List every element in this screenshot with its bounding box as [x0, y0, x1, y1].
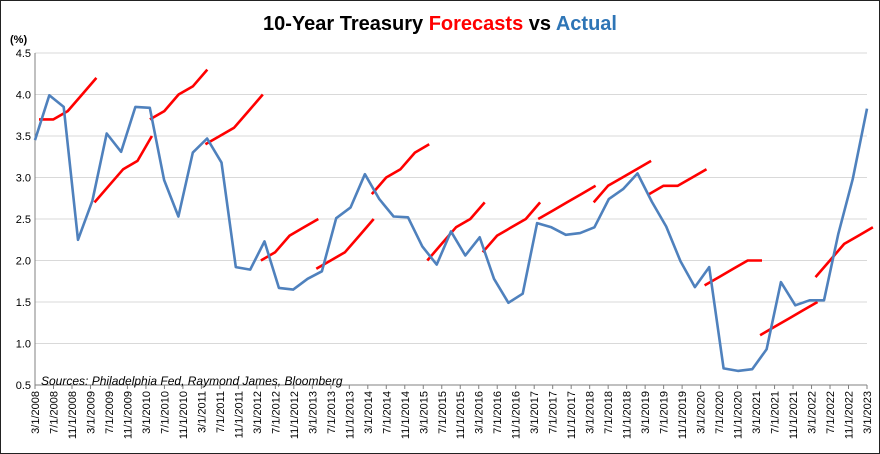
- forecast-segment: [370, 143, 430, 195]
- x-tick-label: 7/1/2020: [714, 391, 726, 434]
- y-axis: 0.5 1.0 1.5 2.0 2.5 3.0 3.5 4.0 4.5: [16, 48, 36, 392]
- forecast-segment: [814, 226, 874, 278]
- x-tick-label: 3/1/2012: [252, 391, 264, 434]
- y-tick-label: 3.0: [16, 173, 31, 185]
- x-tick-label: 7/1/2013: [326, 391, 338, 434]
- forecast-segment: [592, 159, 652, 204]
- x-tick-label: 3/1/2017: [529, 391, 541, 434]
- y-tick-label: 2.0: [16, 256, 31, 268]
- forecast-segment: [39, 77, 98, 121]
- title-prefix: 10-Year Treasury: [263, 13, 429, 35]
- x-tick-label: 3/1/2014: [363, 391, 375, 434]
- x-tick-label: 3/1/2022: [807, 391, 819, 434]
- x-tick-label: 11/1/2011: [233, 391, 245, 438]
- y-tick-label: 4.0: [16, 90, 31, 102]
- title-middle: vs: [523, 13, 556, 35]
- x-tick-label: 7/1/2021: [770, 391, 782, 434]
- x-tick-label: 11/1/2018: [622, 391, 634, 439]
- x-tick-label: 7/1/2019: [659, 391, 671, 434]
- y-tick-label: 0.5: [16, 380, 31, 392]
- x-tick-label: 7/1/2011: [215, 391, 227, 433]
- forecast-segment: [260, 217, 319, 262]
- x-tick-label: 7/1/2022: [825, 391, 837, 434]
- gridlines: [35, 52, 867, 386]
- x-tick-label: 3/1/2015: [418, 391, 430, 434]
- x-tick-label: 7/1/2014: [381, 391, 393, 434]
- forecast-segment: [315, 218, 375, 270]
- x-tick-label: 11/1/2017: [566, 391, 578, 439]
- forecast-segment: [481, 201, 542, 254]
- x-tick-label: 11/1/2009: [122, 391, 134, 439]
- x-tick-label: 7/1/2009: [104, 391, 116, 434]
- x-tick-label: 3/1/2023: [862, 391, 874, 434]
- x-tick-label: 7/1/2008: [48, 391, 60, 434]
- x-tick-label: 7/1/2016: [492, 391, 504, 434]
- chart-title: 10-Year Treasury Forecasts vs Actual: [263, 13, 617, 35]
- x-tick-label: 7/1/2017: [548, 391, 560, 434]
- y-tick-label: 1.0: [16, 339, 31, 351]
- x-tick-label: 3/1/2013: [307, 391, 319, 434]
- actual-series: [33, 94, 869, 373]
- y-tick-label: 4.5: [16, 48, 31, 60]
- x-tick-label: 3/1/2021: [751, 391, 763, 434]
- x-tick-label: 3/1/2008: [30, 391, 42, 434]
- y-tick-label: 1.5: [16, 297, 31, 309]
- forecast-segment: [648, 168, 708, 196]
- source-note: Sources: Philadelphia Fed, Raymond James…: [41, 374, 343, 388]
- title-actual: Actual: [556, 13, 617, 35]
- y-tick-label: 2.5: [16, 214, 31, 226]
- forecast-segment: [93, 135, 154, 204]
- x-tick-label: 11/1/2010: [178, 391, 190, 439]
- x-tick-label: 3/1/2010: [141, 391, 153, 434]
- forecast-series: [39, 68, 874, 337]
- actual-line: [33, 94, 869, 373]
- x-tick-label: 3/1/2018: [585, 391, 597, 434]
- x-tick-label: 11/1/2022: [844, 391, 856, 439]
- x-axis: 3/1/2008 7/1/2008 11/1/2008 3/1/2009 7/1/200…: [30, 384, 874, 439]
- x-tick-label: 11/1/2019: [677, 391, 689, 439]
- title-forecasts: Forecasts: [429, 13, 524, 35]
- x-tick-label: 11/1/2016: [511, 391, 523, 439]
- x-tick-label: 7/1/2018: [603, 391, 615, 434]
- x-tick-label: 3/1/2009: [85, 391, 97, 434]
- x-tick-label: 11/1/2021: [788, 391, 800, 439]
- x-tick-label: 11/1/2013: [344, 391, 356, 439]
- forecast-segment: [426, 201, 486, 262]
- y-tick-label: 3.5: [16, 131, 31, 143]
- y-axis-unit-label: (%): [10, 34, 27, 46]
- x-tick-label: 7/1/2012: [270, 391, 282, 434]
- x-tick-label: 7/1/2010: [159, 391, 171, 434]
- x-tick-label: 3/1/2011: [196, 391, 208, 433]
- x-tick-label: 11/1/2008: [67, 391, 79, 439]
- x-tick-label: 11/1/2015: [455, 391, 467, 439]
- x-tick-label: 11/1/2012: [289, 391, 301, 439]
- forecast-segment: [149, 68, 209, 121]
- x-tick-label: 11/1/2014: [400, 391, 412, 439]
- x-tick-label: 3/1/2020: [696, 391, 708, 434]
- x-tick-label: 3/1/2016: [474, 391, 486, 434]
- x-tick-label: 7/1/2015: [437, 391, 449, 434]
- x-tick-label: 11/1/2020: [733, 391, 745, 439]
- forecast-segment: [703, 259, 762, 287]
- x-tick-label: 3/1/2019: [640, 391, 652, 434]
- forecast-segment: [759, 300, 819, 337]
- forecast-segment: [204, 93, 264, 146]
- forecast-segment: [537, 184, 597, 221]
